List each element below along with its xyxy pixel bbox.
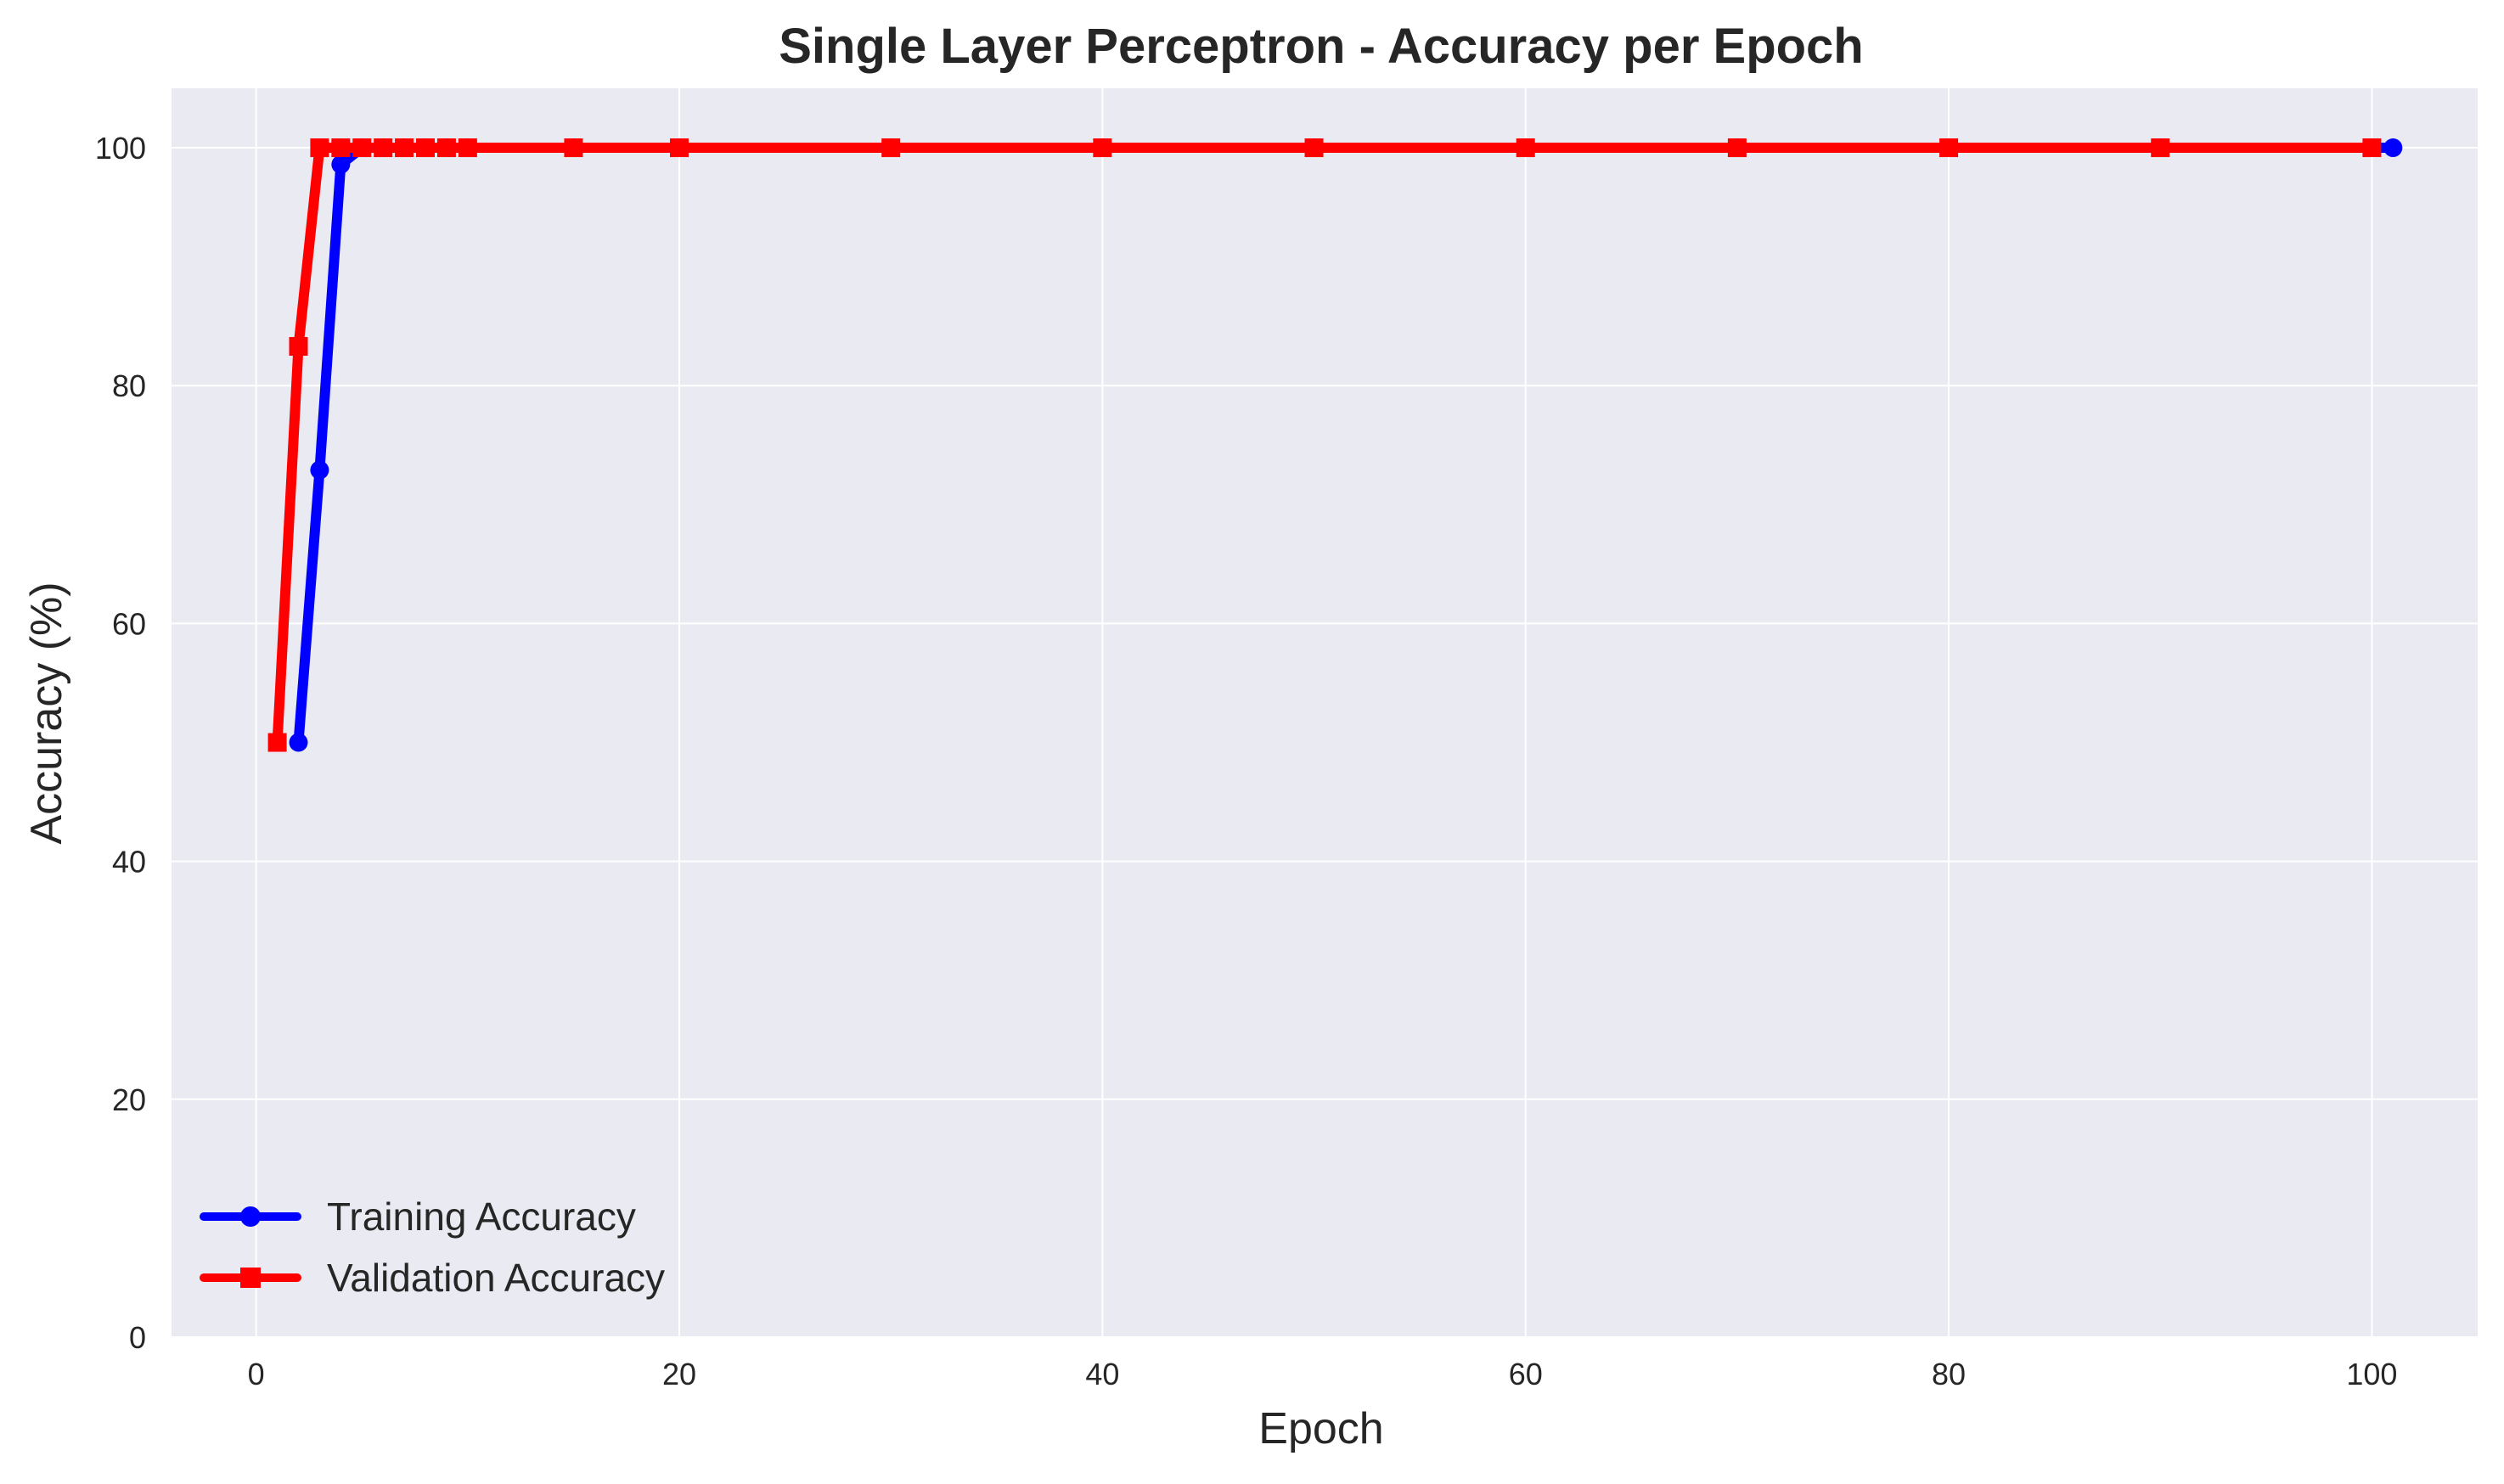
x-tick-label: 20 <box>662 1357 696 1391</box>
x-tick-label: 100 <box>2346 1357 2397 1391</box>
validation-accuracy-point <box>1093 138 1112 158</box>
validation-accuracy-point <box>267 733 287 752</box>
validation-accuracy-point <box>1516 138 1535 158</box>
validation-accuracy-point <box>2362 138 2382 158</box>
y-axis-label: Accuracy (%) <box>22 582 71 844</box>
y-tick-label: 80 <box>112 368 146 403</box>
x-tick-label: 60 <box>1509 1357 1543 1391</box>
validation-accuracy-point <box>331 138 351 158</box>
validation-accuracy-point <box>2151 138 2170 158</box>
training-accuracy-point <box>2383 138 2403 158</box>
training-accuracy-point <box>289 733 308 752</box>
chart-title: Single Layer Perceptron - Accuracy per E… <box>779 19 1864 74</box>
x-tick-label: 40 <box>1085 1357 1119 1391</box>
legend-label-validation: Validation Accuracy <box>327 1256 665 1300</box>
validation-accuracy-point <box>458 138 477 158</box>
validation-accuracy-point <box>289 337 308 357</box>
validation-accuracy-point <box>352 138 372 158</box>
training-accuracy-point <box>331 155 351 174</box>
y-tick-label: 20 <box>112 1082 146 1117</box>
legend-marker-training <box>240 1206 261 1227</box>
legend-item-validation: Validation Accuracy <box>200 1256 665 1300</box>
training-accuracy-point <box>310 460 329 480</box>
tick-labels: 0 20 40 60 80 100 0 20 40 60 80 100 <box>95 131 2398 1391</box>
legend-label-training: Training Accuracy <box>327 1195 636 1239</box>
validation-accuracy-point <box>564 138 583 158</box>
validation-accuracy-point <box>416 138 436 158</box>
x-tick-label: 80 <box>1932 1357 1966 1391</box>
validation-accuracy-point <box>1939 138 1959 158</box>
validation-accuracy-point <box>670 138 689 158</box>
validation-accuracy-point <box>310 138 329 158</box>
validation-accuracy-point <box>881 138 901 158</box>
legend: Training Accuracy Validation Accuracy <box>200 1195 665 1300</box>
validation-accuracy-point <box>436 138 456 158</box>
grid-lines <box>172 88 2478 1338</box>
y-tick-label: 100 <box>95 131 146 166</box>
y-tick-label: 0 <box>129 1320 146 1355</box>
x-tick-label: 0 <box>248 1357 265 1391</box>
legend-marker-validation <box>240 1268 261 1288</box>
x-axis-label: Epoch <box>1258 1404 1383 1453</box>
validation-accuracy-point <box>1727 138 1747 158</box>
plot-area <box>172 88 2478 1337</box>
legend-item-training: Training Accuracy <box>200 1195 636 1239</box>
validation-accuracy-point <box>374 138 393 158</box>
y-tick-label: 40 <box>112 845 146 880</box>
validation-accuracy-point <box>395 138 414 158</box>
series-markers <box>267 138 2403 752</box>
validation-accuracy-point <box>1304 138 1324 158</box>
y-tick-label: 60 <box>112 606 146 641</box>
